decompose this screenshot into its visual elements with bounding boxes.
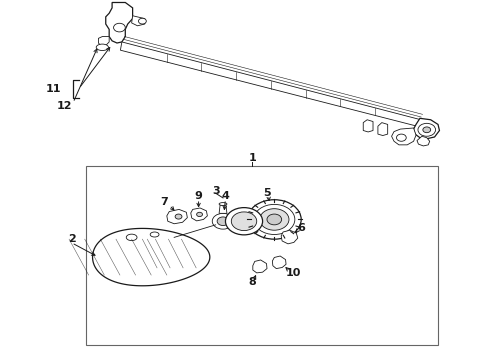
Circle shape: [196, 212, 202, 217]
Polygon shape: [414, 118, 440, 139]
Circle shape: [418, 123, 436, 136]
Text: 4: 4: [221, 191, 229, 201]
Circle shape: [114, 23, 125, 32]
Text: 10: 10: [286, 267, 301, 278]
Polygon shape: [132, 16, 145, 26]
Bar: [86, 166, 438, 345]
Text: 12: 12: [56, 102, 72, 112]
Polygon shape: [378, 123, 388, 135]
Text: 7: 7: [161, 197, 168, 207]
Polygon shape: [272, 256, 286, 269]
Polygon shape: [106, 3, 133, 43]
Circle shape: [247, 200, 301, 239]
Circle shape: [267, 214, 282, 225]
Text: 3: 3: [212, 186, 220, 196]
Text: 6: 6: [297, 224, 305, 233]
Polygon shape: [121, 42, 421, 127]
Circle shape: [175, 214, 182, 219]
Polygon shape: [191, 208, 207, 221]
Circle shape: [260, 209, 289, 230]
Ellipse shape: [219, 203, 227, 206]
Text: 5: 5: [263, 188, 271, 198]
Polygon shape: [98, 37, 109, 45]
Text: 11: 11: [46, 84, 61, 94]
Polygon shape: [167, 210, 187, 224]
Polygon shape: [363, 120, 373, 132]
Text: 2: 2: [68, 234, 75, 244]
Polygon shape: [253, 260, 267, 273]
Polygon shape: [392, 128, 416, 145]
Circle shape: [423, 127, 431, 133]
Polygon shape: [417, 136, 430, 146]
Polygon shape: [281, 230, 298, 244]
Circle shape: [139, 18, 147, 24]
Polygon shape: [93, 228, 210, 286]
Text: 1: 1: [248, 153, 256, 163]
Circle shape: [225, 208, 263, 235]
Ellipse shape: [126, 234, 137, 240]
Text: 8: 8: [248, 277, 256, 287]
Circle shape: [396, 134, 406, 141]
Circle shape: [231, 212, 257, 230]
Circle shape: [217, 217, 229, 226]
Text: 9: 9: [195, 191, 202, 201]
Ellipse shape: [150, 232, 159, 237]
Circle shape: [212, 213, 234, 229]
Circle shape: [254, 204, 295, 234]
Ellipse shape: [96, 44, 108, 50]
Polygon shape: [219, 205, 227, 213]
